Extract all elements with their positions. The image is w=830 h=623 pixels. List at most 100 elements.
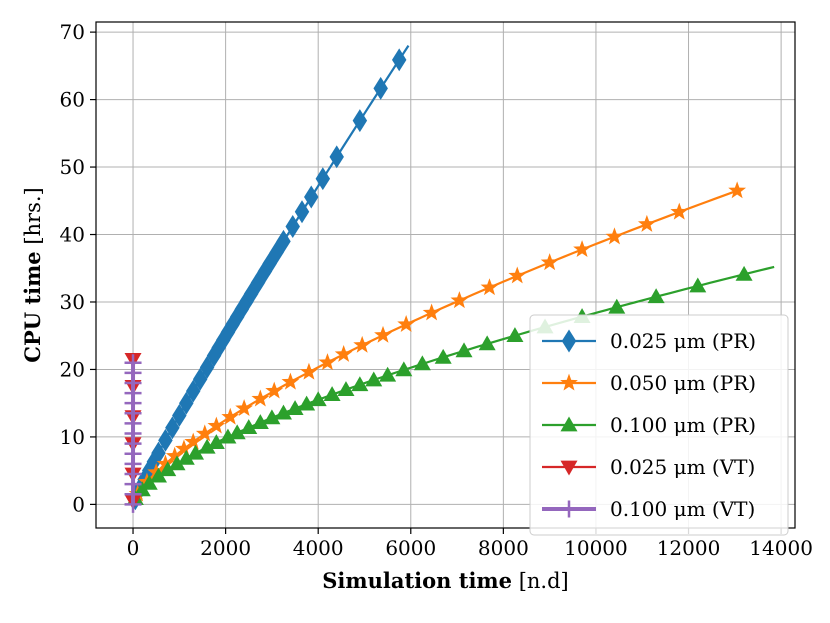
data-point: [175, 439, 193, 457]
legend-marker: [561, 329, 577, 353]
legend: 0.025 μm (PR) 0.050 μm (PR) 0.100 μm (PR) 0…: [529, 314, 789, 536]
data-point: [195, 424, 214, 442]
y-tick-label: 30: [60, 290, 85, 314]
data-point: [573, 240, 591, 258]
x-tick-label: 10000: [564, 536, 628, 560]
data-point: [177, 449, 195, 465]
data-point: [199, 355, 215, 379]
data-point: [276, 229, 291, 253]
data-point: [735, 265, 753, 281]
legend-marker: [560, 460, 578, 476]
data-point: [379, 366, 397, 382]
data-point: [159, 461, 177, 477]
data-point: [228, 424, 246, 440]
data-point: [235, 399, 254, 417]
y-axis-label: CPU time [hrs.]: [20, 187, 45, 362]
data-point: [168, 455, 186, 471]
data-point: [298, 395, 316, 411]
x-tick-label: 12000: [657, 536, 721, 560]
data-point: [172, 403, 187, 427]
y-tick-label: 60: [60, 88, 85, 112]
y-tick-label: 20: [60, 357, 85, 381]
data-point: [608, 298, 626, 314]
data-point: [478, 335, 496, 351]
legend-marker: [560, 416, 578, 432]
legend-label: 0.025 μm (VT): [610, 455, 755, 479]
data-point: [285, 215, 300, 238]
data-point: [286, 400, 304, 415]
data-point: [309, 391, 327, 407]
data-point: [192, 367, 208, 391]
data-point: [304, 185, 319, 209]
data-point: [263, 409, 281, 425]
legend-box: [529, 314, 789, 536]
data-point: [450, 291, 469, 309]
data-point: [265, 381, 284, 399]
y-tick-label: 50: [60, 155, 85, 179]
data-point: [434, 348, 452, 364]
legend-label: 0.025 μm (PR): [610, 329, 756, 353]
data-point: [124, 354, 142, 372]
data-point: [158, 428, 173, 452]
axis-ticks: 0 2000 4000 6000 8000 10000 12000 14000 0 10 20 30 4…: [60, 20, 813, 560]
data-point: [413, 355, 431, 371]
y-axis-label-bold: CPU time: [20, 251, 45, 362]
data-point: [207, 416, 226, 434]
data-point: [274, 404, 292, 420]
data-point: [294, 200, 310, 224]
data-point: [365, 371, 383, 387]
data-point: [670, 202, 689, 220]
data-point: [216, 328, 231, 352]
legend-entry: 0.025 μm (PR): [542, 329, 756, 353]
data-point: [334, 344, 353, 362]
data-point: [397, 315, 416, 332]
data-point: [353, 335, 372, 353]
x-axis-label-unit: [n.d]: [512, 569, 569, 593]
data-point: [146, 450, 162, 474]
legend-entry: 0.100 μm (VT): [542, 497, 755, 521]
x-axis-label: Simulation time [n.d]: [322, 568, 568, 593]
y-tick-label: 70: [60, 20, 85, 44]
data-point: [329, 145, 344, 169]
data-point: [151, 441, 166, 465]
plot-frame: [95, 21, 796, 529]
y-tick-label: 0: [72, 492, 85, 516]
data-point: [315, 167, 331, 191]
data-point: [323, 386, 341, 402]
data-point: [391, 48, 407, 72]
legend-entry: 0.100 μm (PR): [542, 413, 756, 437]
data-point: [207, 434, 225, 449]
x-axis-label-bold: Simulation time: [322, 568, 512, 593]
data-point: [219, 428, 237, 444]
data-point: [647, 288, 665, 304]
series-5: [124, 354, 142, 513]
data-point: [508, 266, 527, 284]
data-point: [184, 432, 203, 450]
y-tick-label: 40: [60, 223, 85, 247]
x-tick-label: 4000: [293, 536, 344, 560]
data-point: [211, 336, 226, 360]
data-point: [240, 419, 258, 435]
data-point: [140, 474, 158, 490]
data-point: [374, 325, 392, 343]
series-layer: [124, 45, 775, 513]
data-point: [455, 342, 473, 358]
x-tick-label: 0: [127, 536, 140, 560]
data-point: [165, 416, 180, 440]
data-point: [605, 227, 624, 245]
legend-marker: [560, 373, 578, 391]
data-point: [198, 438, 216, 454]
data-point: [250, 271, 266, 295]
data-point: [179, 391, 194, 415]
data-point: [165, 446, 184, 464]
legend-label: 0.100 μm (PR): [610, 413, 756, 437]
data-point: [251, 414, 269, 430]
data-point: [185, 379, 201, 403]
x-tick-label: 8000: [478, 536, 529, 560]
data-point: [395, 361, 413, 377]
data-point: [206, 344, 222, 368]
data-point: [300, 362, 318, 380]
data-point: [373, 76, 388, 100]
x-tick-label: 2000: [200, 536, 251, 560]
